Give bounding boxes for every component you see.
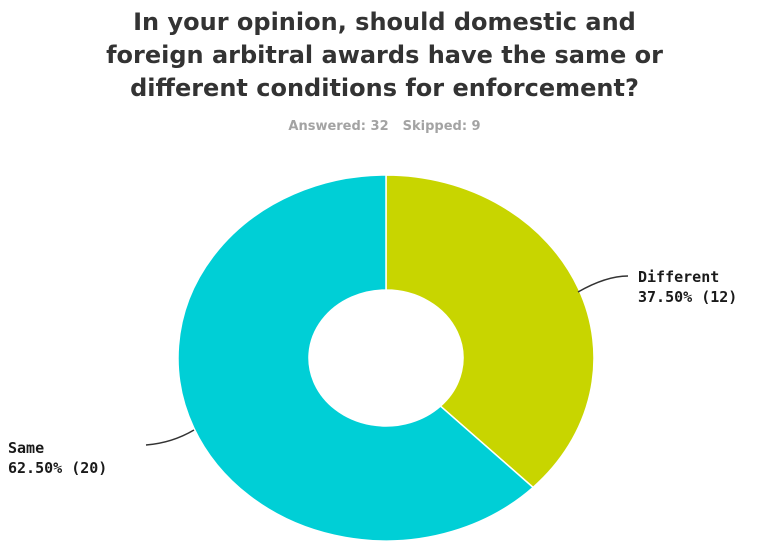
slice-label-same-name: Same: [8, 439, 44, 457]
donut-slices: [177, 174, 595, 542]
leader-line-different: [577, 275, 629, 293]
response-stats: Answered: 32 Skipped: 9: [0, 119, 769, 134]
donut-slice-different: [385, 174, 595, 489]
slice-label-same-value: 62.50% (20): [8, 459, 107, 477]
answered-count: Answered: 32: [288, 119, 389, 134]
donut-slice-same: [177, 174, 535, 542]
slice-label-different-value: 37.50% (12): [638, 288, 737, 306]
slice-label-different-name: Different: [638, 268, 719, 286]
skipped-count: Skipped: 9: [402, 119, 481, 134]
leader-line-same: [145, 429, 195, 446]
chart-title: In your opinion, should domestic and for…: [0, 6, 769, 105]
chart-title-line: In your opinion, should domestic and: [133, 8, 636, 36]
chart-title-line: foreign arbitral awards have the same or: [106, 41, 663, 69]
chart-title-line: different conditions for enforcement?: [130, 74, 639, 102]
